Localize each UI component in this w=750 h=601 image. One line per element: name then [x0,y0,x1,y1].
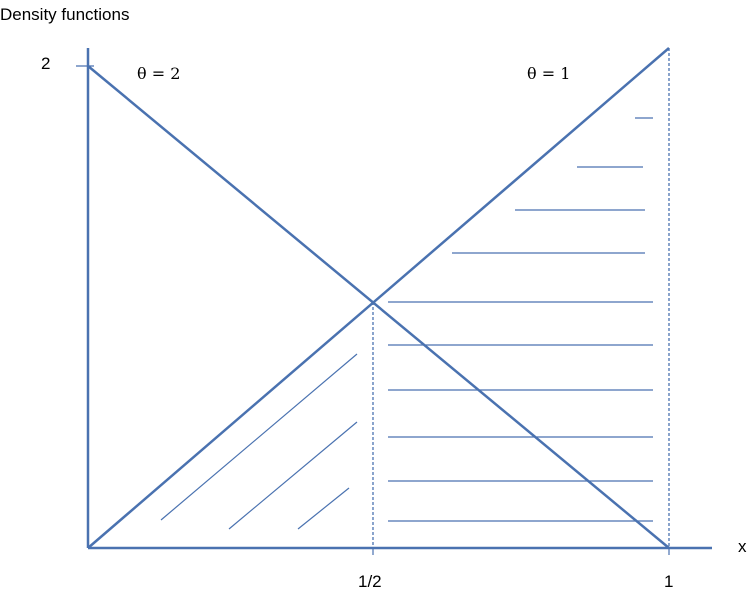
density-theta-1-line [87,47,670,549]
theta-2-label: θ = 2 [137,64,181,83]
density-lines [87,47,670,549]
hatch-line [228,421,358,530]
figure-title: Density functions [0,5,130,24]
x-tick-label-half: 1/2 [358,572,382,591]
x-tick-label-1: 1 [664,572,674,591]
diagonal-hatching [160,353,358,530]
density-theta-2-line [87,65,670,549]
dotted-guides [372,48,670,548]
horizontal-hatching [388,117,653,522]
hatch-line [297,487,350,530]
hatch-line [160,353,358,521]
y-tick-label-2: 2 [41,54,51,73]
x-axis-label: x [738,537,747,556]
axes [76,48,712,555]
theta-1-label: θ = 1 [527,64,571,83]
